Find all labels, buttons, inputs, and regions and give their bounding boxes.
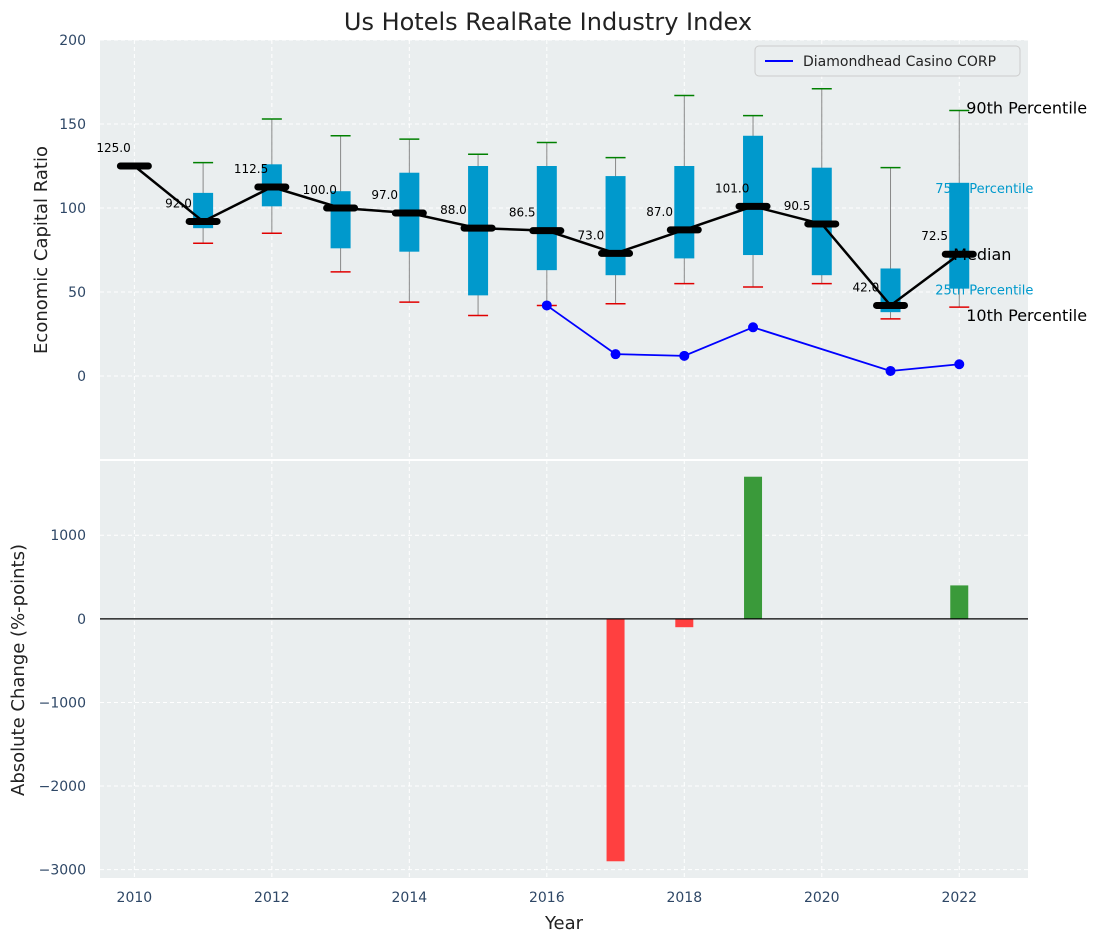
annotation-75th-percentile: 75th Percentile [935, 182, 1033, 197]
bottom-y-tick-label: 1000 [50, 528, 86, 544]
legend-box [754, 45, 1021, 77]
median-value-label: 100.0 [303, 183, 337, 197]
box-iqr [949, 182, 970, 289]
median-value-label: 86.5 [509, 206, 536, 220]
median-value-label: 112.5 [234, 162, 268, 176]
legend-entry-label: Diamondhead Casino CORP [803, 54, 996, 70]
box-iqr [605, 176, 626, 276]
company-data-point [541, 300, 552, 311]
top-y-tick-label: 150 [59, 117, 86, 133]
top-y-tick-label: 50 [68, 285, 86, 301]
x-tick-label: 2016 [529, 890, 565, 906]
median-value-label: 101.0 [715, 181, 749, 195]
change-bar [744, 476, 763, 619]
chart-title: Us Hotels RealRate Industry Index [344, 8, 752, 36]
annotation-90th-percentile: 90th Percentile [966, 99, 1087, 118]
company-data-point [748, 322, 759, 333]
bottom-y-tick-label: −1000 [39, 695, 86, 711]
company-data-point [610, 349, 621, 360]
bottom-panel-background [100, 460, 1028, 878]
box-iqr [674, 166, 695, 259]
x-axis-label: Year [544, 913, 584, 934]
change-bar [606, 618, 625, 862]
top-y-tick-label: 0 [77, 369, 86, 385]
median-value-label: 90.5 [784, 199, 811, 213]
annotation-10th-percentile: 10th Percentile [966, 306, 1087, 325]
median-value-label: 125.0 [96, 141, 130, 155]
median-value-label: 97.0 [371, 188, 398, 202]
bottom-y-tick-label: −3000 [39, 863, 86, 879]
x-tick-label: 2010 [117, 890, 153, 906]
bottom-y-axis-label: Absolute Change (%-points) [8, 544, 29, 796]
x-tick-label: 2022 [941, 890, 977, 906]
box-iqr [330, 191, 351, 249]
bottom-y-tick-label: 0 [77, 612, 86, 628]
median-value-label: 72.5 [921, 229, 948, 243]
x-tick-label: 2014 [392, 890, 428, 906]
company-data-point [679, 350, 690, 361]
median-value-label: 73.0 [578, 228, 605, 242]
top-y-tick-label: 200 [59, 33, 86, 49]
box-iqr [536, 166, 557, 271]
company-data-point [954, 359, 965, 370]
company-series-line [546, 304, 960, 372]
change-bar [950, 585, 969, 619]
median-value-label: 42.0 [853, 280, 880, 294]
box-iqr [743, 135, 764, 256]
median-value-label: 88.0 [440, 203, 467, 217]
median-value-label: 92.0 [165, 196, 192, 210]
annotation-median: Median [953, 245, 1011, 264]
top-panel-background [100, 40, 1028, 460]
top-y-axis-label: Economic Capital Ratio [31, 146, 52, 354]
company-data-point [885, 365, 896, 376]
annotation-25th-percentile: 25th Percentile [935, 284, 1033, 299]
bottom-y-tick-label: −2000 [39, 779, 86, 795]
x-tick-label: 2020 [804, 890, 840, 906]
median-value-label: 87.0 [646, 205, 673, 219]
x-tick-label: 2012 [254, 890, 290, 906]
x-tick-label: 2018 [666, 890, 702, 906]
top-y-tick-label: 100 [59, 201, 86, 217]
change-bar [675, 618, 694, 628]
